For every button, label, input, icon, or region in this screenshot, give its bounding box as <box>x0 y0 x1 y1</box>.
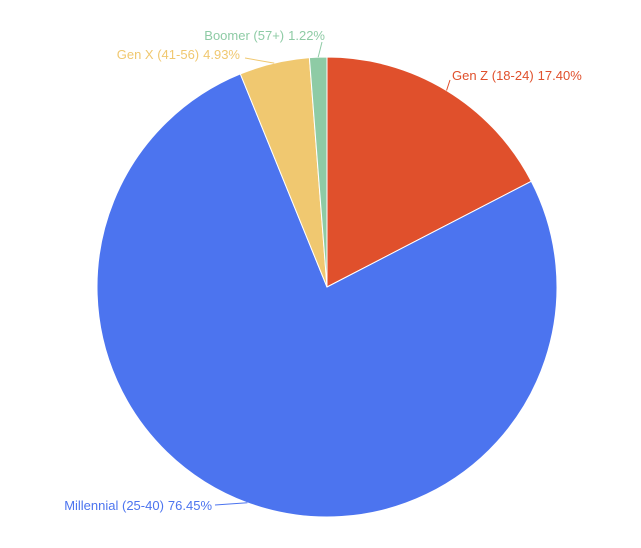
slice-label: Gen X (41-56) 4.93% <box>117 47 241 62</box>
slice-category: Gen X (41-56) <box>117 47 199 62</box>
pie-slice <box>326 56 532 288</box>
leader-line <box>317 41 323 58</box>
slice-value-label: 76.45% <box>168 498 213 513</box>
leader-line <box>446 79 451 91</box>
slice-category: Boomer (57+) <box>204 28 284 43</box>
slice-value-label: 17.40% <box>538 68 583 83</box>
slice-label: Boomer (57+) 1.22% <box>204 28 325 43</box>
slice-category: Millennial (25-40) <box>64 498 164 513</box>
leader-line <box>244 57 275 64</box>
slice-value-label: 4.93% <box>203 47 240 62</box>
slice-label: Millennial (25-40) 76.45% <box>64 498 212 513</box>
slice-label: Gen Z (18-24) 17.40% <box>452 68 582 83</box>
slice-value-label: 1.22% <box>288 28 325 43</box>
leader-line <box>214 502 248 506</box>
slice-category: Gen Z (18-24) <box>452 68 534 83</box>
